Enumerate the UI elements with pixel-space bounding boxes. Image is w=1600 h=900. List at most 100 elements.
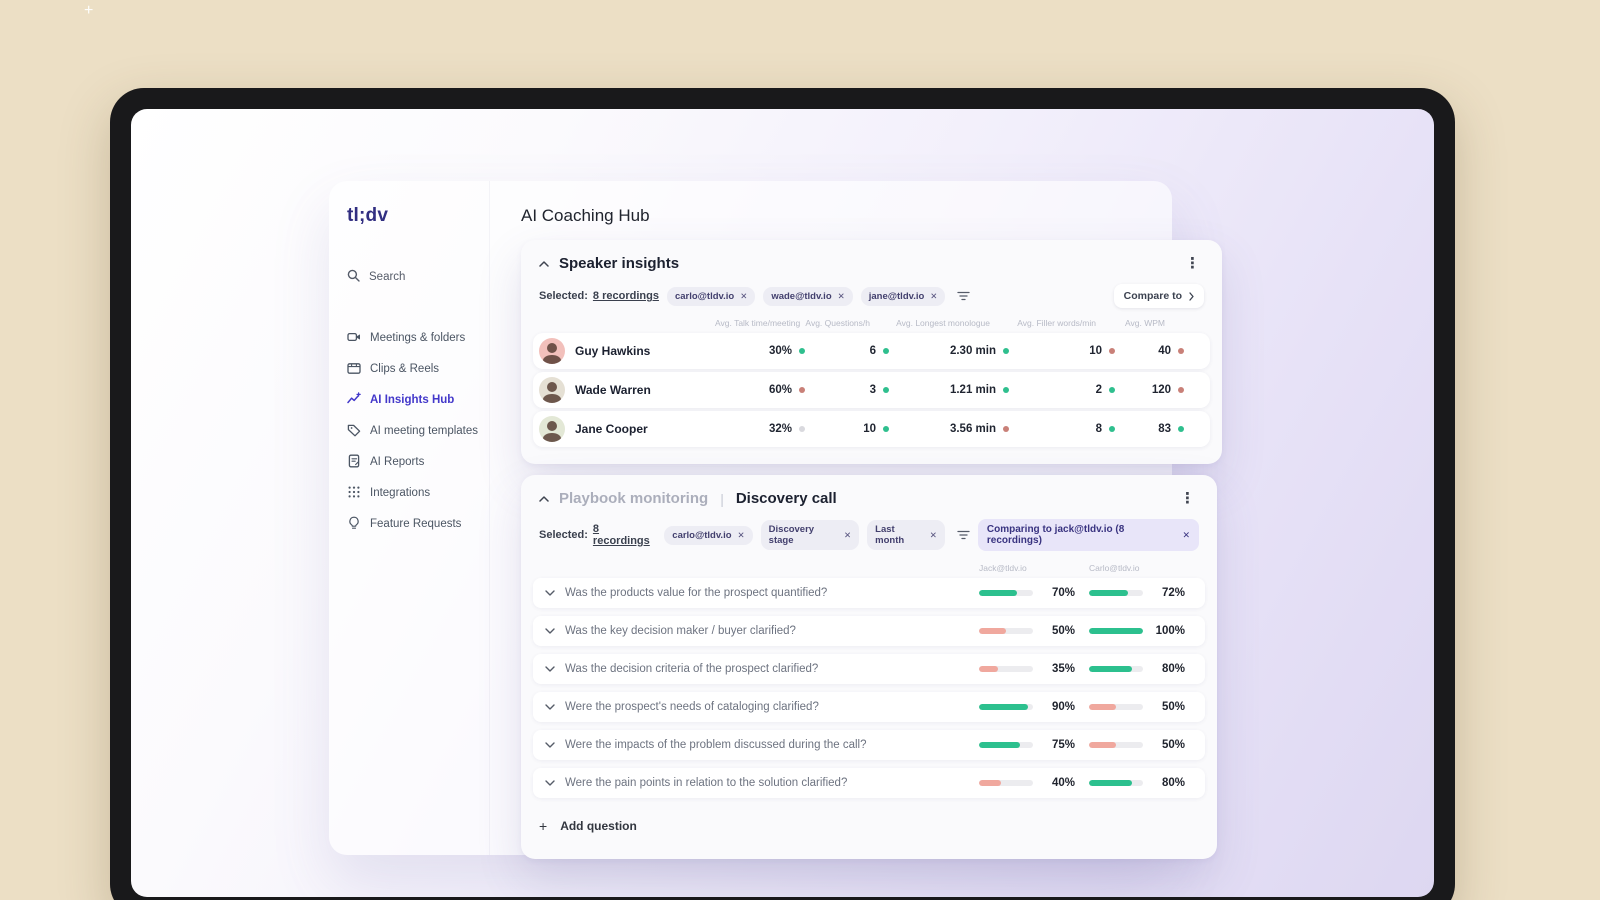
progress-value: 40%	[1051, 777, 1075, 789]
metric-value: 120	[1151, 384, 1171, 396]
question-row[interactable]: Were the impacts of the problem discusse…	[533, 730, 1205, 760]
question-text: Were the pain points in relation to the …	[565, 777, 848, 789]
question-text: Was the products value for the prospect …	[565, 587, 828, 599]
table-row[interactable]: Jane Cooper 32% 10 3.56 min 8 83	[533, 411, 1210, 447]
sidebar-item-meetings-folders[interactable]: Meetings & folders	[347, 329, 471, 347]
filter-lines-icon[interactable]	[957, 291, 971, 301]
table-row[interactable]: Guy Hawkins 30% 6 2.30 min 10 40	[533, 333, 1210, 369]
progress-track	[1089, 666, 1143, 672]
chevron-down-icon[interactable]	[545, 590, 555, 596]
progress-track	[1089, 742, 1143, 748]
metric-value: 10	[1089, 345, 1102, 357]
decorative-sparkle: +	[84, 2, 94, 19]
chevron-down-icon[interactable]	[545, 628, 555, 634]
speaker-name: Wade Warren	[575, 383, 651, 397]
question-row[interactable]: Was the products value for the prospect …	[533, 578, 1205, 608]
chevron-down-icon[interactable]	[545, 704, 555, 710]
metric-value: 2	[1095, 384, 1102, 396]
panel-title: Discovery call	[735, 490, 837, 507]
chip-close-icon[interactable]: ✕	[740, 290, 748, 301]
filter-lines-icon[interactable]	[957, 530, 970, 540]
selected-label: Selected:	[539, 529, 588, 541]
chevron-down-icon[interactable]	[545, 666, 555, 672]
sidebar-item-label: Meetings & folders	[370, 332, 466, 344]
table-row[interactable]: Wade Warren 60% 3 1.21 min 2 120	[533, 372, 1210, 408]
chip-close-icon[interactable]: ✕	[844, 529, 852, 540]
question-row[interactable]: Were the pain points in relation to the …	[533, 768, 1205, 798]
chevron-down-icon[interactable]	[545, 780, 555, 786]
speaker-insights-panel: Speaker insights ⋮ Selected: 8 recording…	[521, 240, 1222, 464]
add-question-button[interactable]: + Add question	[533, 806, 1205, 833]
question-text: Was the key decision maker / buyer clari…	[565, 625, 796, 637]
sidebar-item-integrations[interactable]: Integrations	[347, 484, 471, 502]
metric-status-dot	[1109, 426, 1115, 432]
question-text: Were the prospect's needs of cataloging …	[565, 701, 819, 713]
panel-title-muted: Playbook monitoring	[559, 490, 709, 507]
right-bar-group: 80%	[1089, 777, 1185, 789]
filter-chip[interactable]: jane@tldv.io ✕	[860, 286, 946, 306]
title-separator: |	[720, 490, 724, 507]
selected-recordings-link[interactable]: 8 recordings	[592, 290, 659, 302]
collapse-caret-icon[interactable]	[539, 495, 549, 502]
metric-cell: 3.56 min	[889, 423, 1009, 435]
progress-value: 35%	[1051, 663, 1075, 675]
comparison-column-headers: Jack@tldv.io Carlo@tldv.io	[533, 563, 1205, 573]
selected-label: Selected:	[539, 290, 588, 302]
question-rows: Was the products value for the prospect …	[533, 578, 1205, 798]
progress-value: 90%	[1051, 701, 1075, 713]
chip-close-icon[interactable]: ✕	[1182, 529, 1191, 540]
plus-icon: +	[539, 818, 548, 834]
metric-cell: 3	[805, 384, 889, 396]
search-button[interactable]: Search	[347, 269, 471, 285]
question-row[interactable]: Was the key decision maker / buyer clari…	[533, 616, 1205, 646]
sidebar-item-ai-insights-hub[interactable]: AI Insights Hub	[337, 385, 483, 415]
metric-value: 1.21 min	[949, 384, 996, 396]
selected-recordings-link[interactable]: 8 recordings	[592, 523, 650, 547]
metric-status-dot	[1003, 348, 1009, 354]
progress-value: 80%	[1161, 777, 1185, 789]
filter-chip[interactable]: carlo@tldv.io ✕	[666, 286, 756, 306]
comparing-to-chip[interactable]: Comparing to jack@tldv.io (8 recordings)…	[977, 519, 1200, 551]
left-bar-group: 35%	[979, 663, 1075, 675]
chip-close-icon[interactable]: ✕	[837, 290, 845, 301]
filter-chip[interactable]: carlo@tldv.io ✕	[664, 525, 753, 545]
right-bar-group: 50%	[1089, 701, 1185, 713]
filter-chip[interactable]: wade@tldv.io ✕	[763, 286, 853, 306]
metric-cell: 2.30 min	[889, 345, 1009, 357]
column-header: Carlo@tldv.io	[1089, 563, 1140, 573]
chip-close-icon[interactable]: ✕	[737, 529, 745, 540]
filter-chip[interactable]: Last month ✕	[867, 520, 945, 550]
compare-to-button[interactable]: Compare to	[1113, 284, 1204, 308]
chevron-down-icon[interactable]	[545, 742, 555, 748]
kebab-menu-icon[interactable]: ⋮	[1180, 490, 1195, 507]
progress-fill	[1089, 742, 1116, 748]
kebab-menu-icon[interactable]: ⋮	[1185, 255, 1200, 272]
template-tag-icon	[347, 423, 361, 440]
sidebar-item-ai-reports[interactable]: AI Reports	[347, 453, 471, 471]
left-bar-group: 50%	[979, 625, 1075, 637]
progress-value: 50%	[1051, 625, 1075, 637]
chip-close-icon[interactable]: ✕	[929, 529, 937, 540]
sidebar-item-label: AI Insights Hub	[370, 394, 455, 406]
right-bar-group: 80%	[1089, 663, 1185, 675]
question-row[interactable]: Was the decision criteria of the prospec…	[533, 654, 1205, 684]
table-header-row: Avg. Talk time/meeting Avg. Questions/h …	[533, 318, 1210, 328]
sidebar-item-ai-meeting-templates[interactable]: AI meeting templates	[347, 422, 478, 440]
sidebar-item-label: Integrations	[370, 487, 431, 499]
sidebar-item-feature-requests[interactable]: Feature Requests	[347, 515, 471, 533]
question-row[interactable]: Were the prospect's needs of cataloging …	[533, 692, 1205, 722]
sidebar-item-clips-reels[interactable]: Clips & Reels	[347, 360, 471, 378]
progress-fill	[979, 742, 1020, 748]
question-text: Were the impacts of the problem discusse…	[565, 739, 867, 751]
metric-cell: 120	[1115, 384, 1184, 396]
filter-chip[interactable]: Discovery stage ✕	[760, 520, 860, 550]
metric-status-dot	[799, 348, 805, 354]
metric-value: 2.30 min	[949, 345, 996, 357]
search-icon	[347, 269, 360, 285]
metric-cell: 40	[1115, 345, 1184, 357]
metric-value: 10	[863, 423, 876, 435]
collapse-caret-icon[interactable]	[539, 260, 549, 267]
progress-value: 100%	[1155, 625, 1185, 637]
column-header: Avg. Longest monologue	[896, 318, 990, 328]
chip-close-icon[interactable]: ✕	[930, 290, 938, 301]
